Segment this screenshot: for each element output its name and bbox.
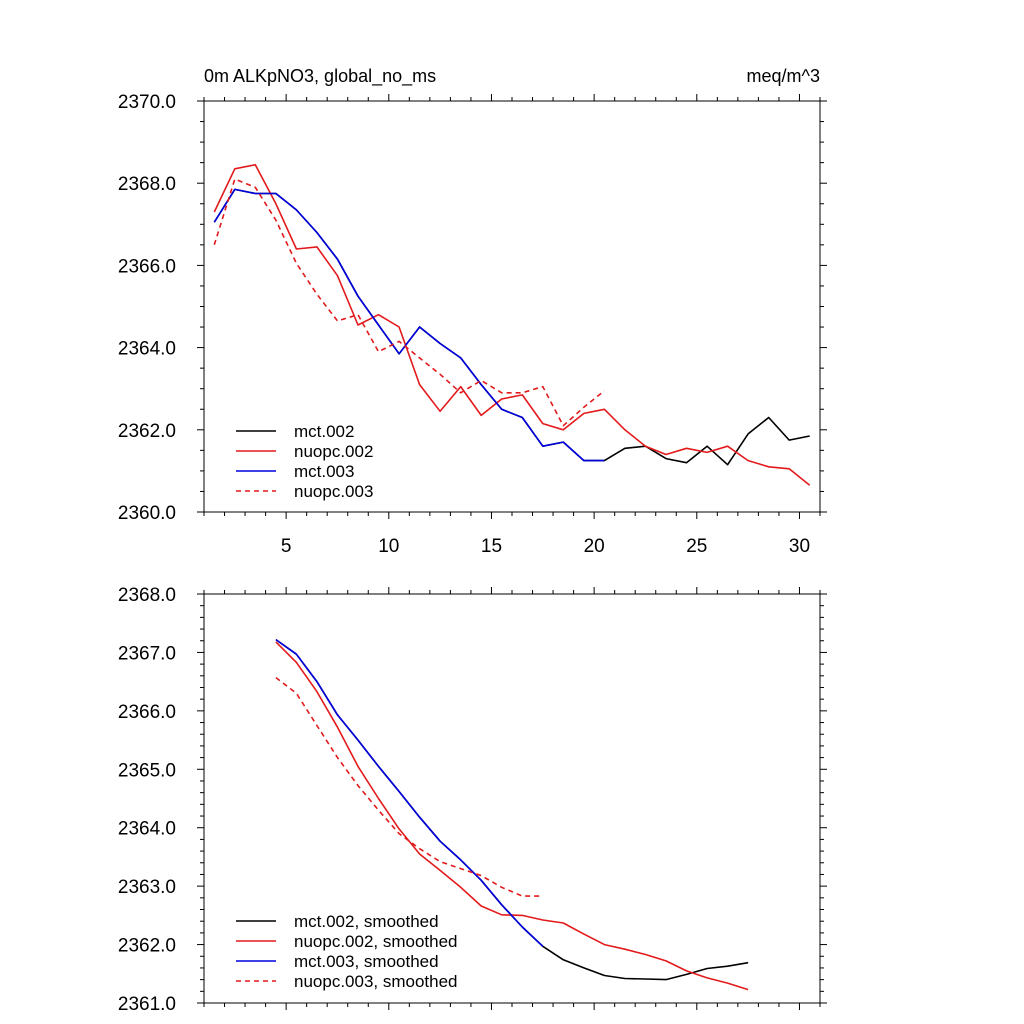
x-tick-label: 15 bbox=[481, 536, 502, 557]
y-tick-label: 2360.0 bbox=[118, 503, 176, 524]
legend-label: nuopc.002 bbox=[294, 442, 373, 461]
y-tick-label: 2370.0 bbox=[118, 92, 176, 113]
y-tick-label: 2362.0 bbox=[118, 936, 176, 957]
y-tick-label: 2364.0 bbox=[118, 819, 176, 840]
y-tick-label: 2368.0 bbox=[118, 174, 176, 195]
x-tick-label: 30 bbox=[789, 536, 810, 557]
legend-label: mct.002, smoothed bbox=[294, 912, 439, 931]
legend-label: nuopc.003 bbox=[294, 482, 373, 501]
top-chart-units: meq/m^3 bbox=[747, 66, 820, 86]
series-line-nuopc-003-smoothed bbox=[275, 676, 543, 897]
series-line-mct-003 bbox=[213, 188, 605, 462]
legend-label: nuopc.003, smoothed bbox=[294, 972, 458, 991]
y-tick-label: 2366.0 bbox=[118, 256, 176, 277]
y-tick-label: 2364.0 bbox=[118, 339, 176, 360]
x-tick-label: 5 bbox=[281, 536, 292, 557]
y-tick-label: 2365.0 bbox=[118, 760, 176, 781]
bottom-chart-series bbox=[275, 638, 749, 991]
top-chart-series bbox=[213, 163, 811, 486]
bottom-chart: 2361.0 2362.0 2363.0 2364.0 2365.0 2366.0 2367… bbox=[118, 585, 827, 1015]
bottom-chart-axes: 2361.0 2362.0 2363.0 2364.0 2365.0 2366.0 2367… bbox=[118, 585, 827, 1015]
x-tick-label: 10 bbox=[378, 536, 399, 557]
legend-label: mct.003 bbox=[294, 462, 354, 481]
top-chart: 0m ALKpNO3, global_no_ms meq/m^3 5 10 15 20… bbox=[118, 66, 827, 557]
x-tick-label: 25 bbox=[686, 536, 707, 557]
y-tick-label: 2367.0 bbox=[118, 643, 176, 664]
legend-label: nuopc.002, smoothed bbox=[294, 932, 458, 951]
series-line-nuopc-002 bbox=[213, 163, 811, 486]
x-tick-label: 20 bbox=[584, 536, 605, 557]
y-tick-label: 2362.0 bbox=[118, 421, 176, 442]
legend-label: mct.003, smoothed bbox=[294, 952, 439, 971]
legend-label: mct.002 bbox=[294, 422, 354, 441]
y-tick-label: 2368.0 bbox=[118, 585, 176, 606]
series-line-mct-003-smoothed bbox=[275, 638, 544, 947]
series-line-nuopc-003 bbox=[213, 178, 605, 427]
y-tick-label: 2363.0 bbox=[118, 877, 176, 898]
top-chart-axes: 5 10 15 20 25 30 2360.0 2362.0 2364.0 2366.0 2368.… bbox=[118, 92, 827, 557]
y-tick-label: 2366.0 bbox=[118, 702, 176, 723]
y-tick-label: 2361.0 bbox=[118, 994, 176, 1015]
top-chart-title: 0m ALKpNO3, global_no_ms bbox=[204, 66, 436, 87]
